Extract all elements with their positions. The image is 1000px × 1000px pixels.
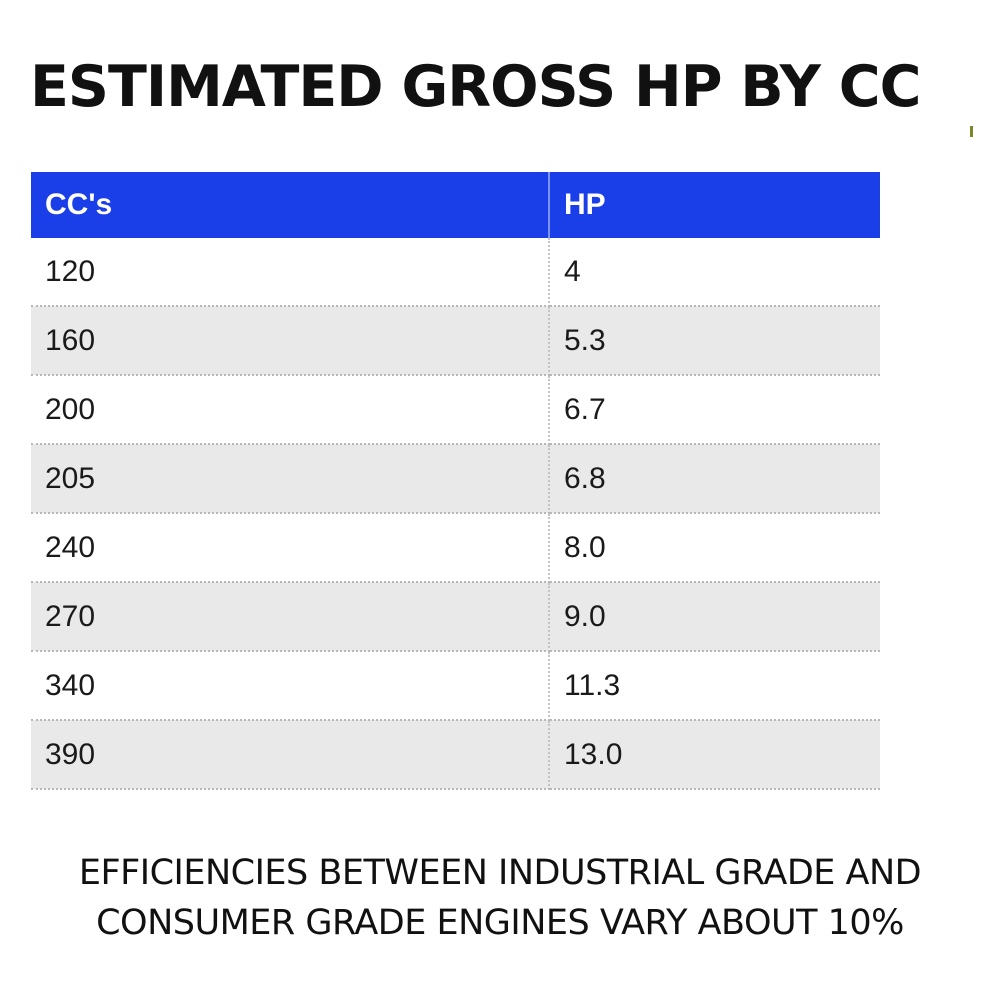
cell-cc: 340 xyxy=(31,651,550,721)
cell-hp: 9.0 xyxy=(549,582,880,652)
table-row: 160 5.3 xyxy=(31,306,880,376)
decorative-speck xyxy=(970,126,973,137)
efficiency-note: EFFICIENCIES BETWEEN INDUSTRIAL GRADE AN… xyxy=(0,848,1000,948)
table-row: 240 8.0 xyxy=(31,513,880,583)
table-row: 120 4 xyxy=(31,238,880,307)
cell-cc: 200 xyxy=(31,375,550,445)
cell-cc: 270 xyxy=(31,582,550,652)
hp-by-cc-table: CC's HP 120 4 160 5.3 200 6.7 205 6.8 24… xyxy=(31,172,880,790)
cell-hp: 4 xyxy=(549,238,880,307)
cell-cc: 240 xyxy=(31,513,550,583)
note-line-2: CONSUMER GRADE ENGINES VARY ABOUT 10% xyxy=(96,903,904,943)
table-row: 390 13.0 xyxy=(31,720,880,790)
cell-hp: 13.0 xyxy=(549,720,880,790)
cell-cc: 390 xyxy=(31,720,550,790)
table-row: 205 6.8 xyxy=(31,444,880,514)
table-row: 200 6.7 xyxy=(31,375,880,445)
cell-hp: 6.8 xyxy=(549,444,880,514)
table-header-row: CC's HP xyxy=(31,172,880,238)
cell-hp: 8.0 xyxy=(549,513,880,583)
table-row: 340 11.3 xyxy=(31,651,880,721)
cell-hp: 5.3 xyxy=(549,306,880,376)
cell-hp: 6.7 xyxy=(549,375,880,445)
page-title: ESTIMATED GROSS HP BY CC xyxy=(30,54,921,120)
cell-cc: 160 xyxy=(31,306,550,376)
note-line-1: EFFICIENCIES BETWEEN INDUSTRIAL GRADE AN… xyxy=(78,853,922,893)
header-hp: HP xyxy=(549,172,880,238)
cell-cc: 205 xyxy=(31,444,550,514)
table-row: 270 9.0 xyxy=(31,582,880,652)
header-cc: CC's xyxy=(31,172,550,238)
cell-hp: 11.3 xyxy=(549,651,880,721)
cell-cc: 120 xyxy=(31,238,550,307)
